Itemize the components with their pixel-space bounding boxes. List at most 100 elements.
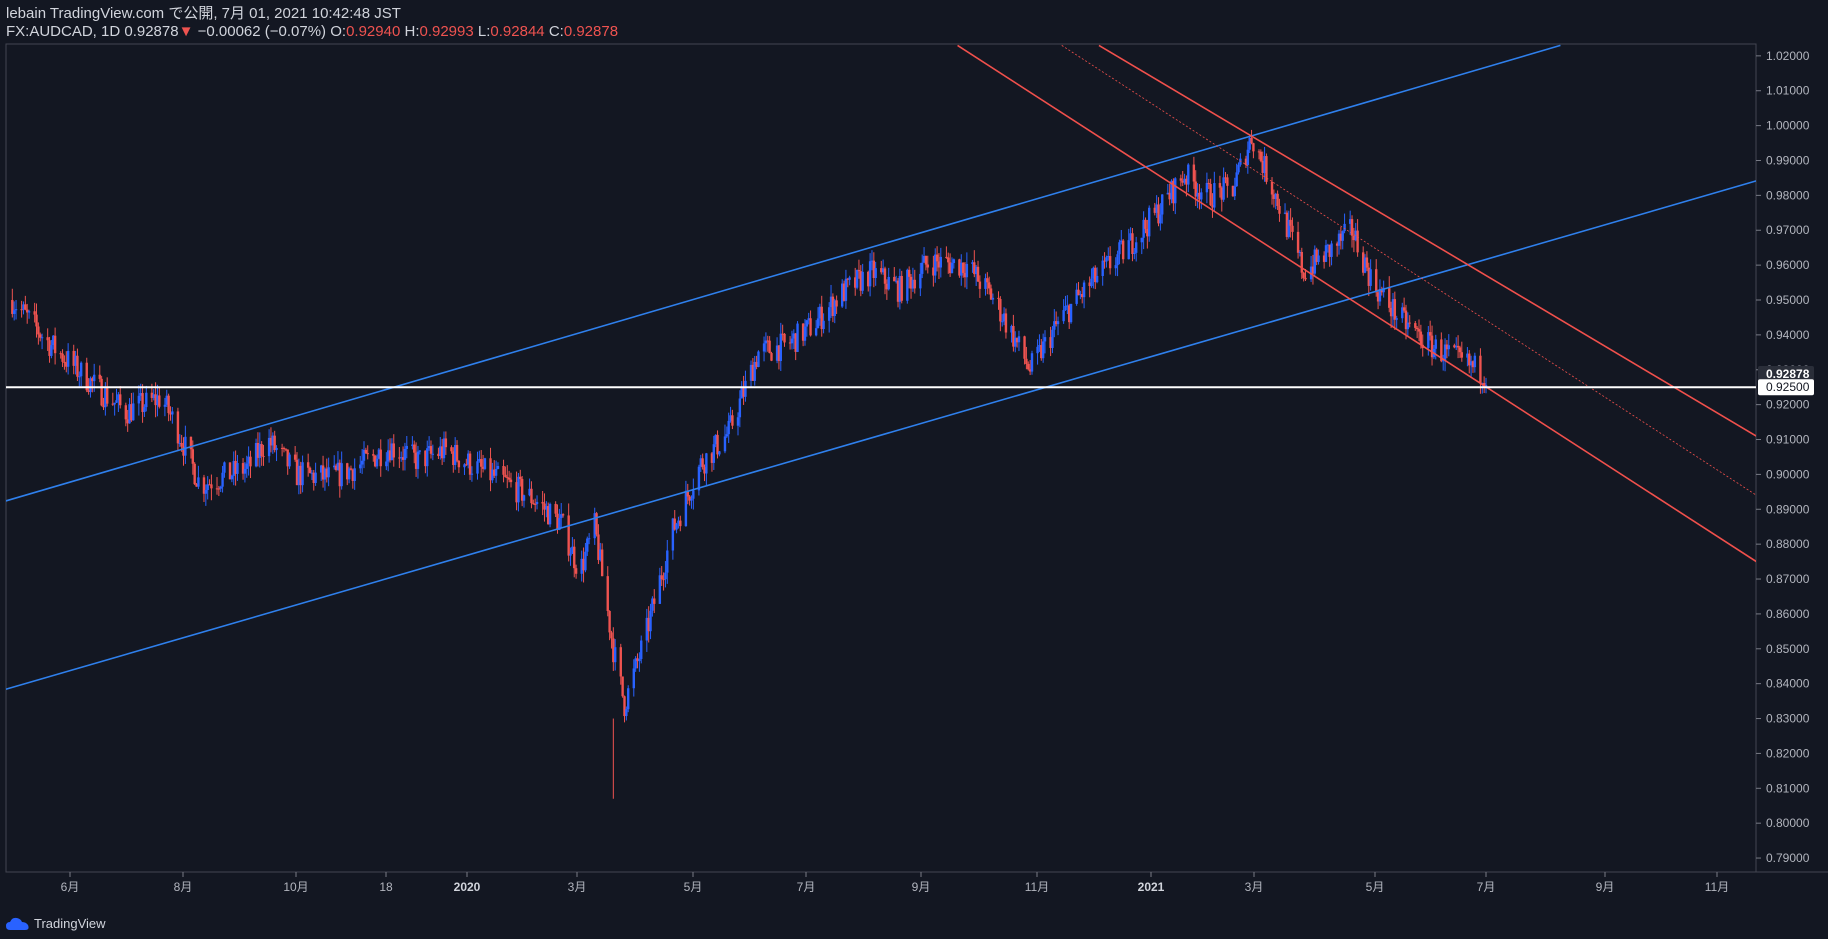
y-tick-label: 0.90000 — [1766, 467, 1810, 481]
candle-body — [308, 467, 312, 473]
candle-body — [926, 264, 929, 268]
candle-body — [61, 353, 64, 362]
candle-body — [1226, 177, 1229, 186]
candle-body — [716, 434, 719, 455]
candle-body — [48, 340, 51, 356]
candle-body — [991, 297, 995, 300]
candle-body — [1415, 327, 1419, 330]
candle-body — [351, 469, 355, 482]
candle-body — [558, 518, 561, 530]
candle-body — [325, 468, 328, 478]
candle-body — [117, 394, 120, 401]
candle-body — [567, 515, 570, 556]
candle-body — [822, 320, 825, 330]
candle-body — [535, 501, 539, 505]
candle-body — [874, 268, 877, 278]
candle-body — [582, 558, 585, 571]
candle-body — [385, 461, 388, 467]
candle-body — [191, 449, 195, 464]
candle-body — [775, 345, 779, 361]
candle-body — [1030, 353, 1034, 372]
candle-body — [327, 467, 330, 478]
candle-body — [1192, 164, 1196, 182]
candle-body — [1252, 143, 1255, 152]
candle-body — [1440, 339, 1443, 362]
price-change: −0.00062 (−0.07%) — [197, 23, 327, 40]
candle-body — [1479, 355, 1482, 384]
candle-body — [867, 271, 870, 287]
candle-body — [470, 473, 474, 475]
candle-body — [1233, 186, 1237, 197]
candle-body — [465, 464, 468, 466]
candle-body — [35, 314, 38, 327]
candle-body — [855, 269, 859, 288]
trendlines[interactable] — [1, 44, 1826, 691]
candle-body — [1081, 294, 1084, 298]
candle-body — [1010, 325, 1013, 333]
candle-body — [1328, 244, 1331, 257]
candle-body — [679, 520, 682, 527]
candle-body — [887, 276, 890, 290]
candle-body — [182, 446, 185, 456]
candle-body — [1382, 287, 1385, 293]
candle-body — [1466, 353, 1469, 358]
candle-body — [548, 503, 552, 525]
candle-body — [377, 449, 381, 459]
candle-body — [1153, 207, 1156, 213]
candle-body — [1402, 307, 1406, 311]
candle-body — [649, 610, 652, 632]
candle-body — [842, 283, 846, 301]
candle-body — [414, 452, 418, 469]
low-label: L: — [477, 23, 491, 40]
candle-body — [364, 449, 368, 454]
candle-body — [163, 404, 167, 407]
candle-body — [494, 468, 498, 476]
candle-body — [872, 260, 876, 278]
candle-body — [1365, 257, 1369, 268]
candle-body — [502, 465, 505, 475]
candle-body — [731, 415, 734, 426]
descending-channel-lower-line — [957, 44, 1756, 563]
candle-body — [424, 450, 427, 467]
candle-body — [63, 361, 66, 363]
x-tick-label: 5月 — [1366, 880, 1385, 894]
candle-body — [1014, 337, 1017, 347]
candle-body — [228, 462, 232, 480]
candle-body — [319, 465, 323, 473]
candle-body — [883, 268, 887, 284]
candle-body — [820, 306, 823, 330]
candle-body — [1239, 158, 1242, 165]
candle-body — [1075, 289, 1078, 304]
candle-body — [1140, 237, 1143, 243]
candle-body — [997, 297, 1000, 300]
candle-body — [545, 506, 548, 510]
candle-body — [833, 300, 836, 317]
candle-body — [519, 476, 522, 479]
candle-body — [1259, 151, 1263, 161]
candle-body — [744, 380, 747, 397]
candle-body — [919, 273, 922, 289]
candle-body — [215, 488, 219, 490]
candle-body — [1430, 335, 1434, 358]
symbol-label: FX:AUDCAD, 1D — [6, 23, 121, 40]
ascending-channel-lower-line — [6, 180, 1756, 691]
high-label: H: — [404, 23, 420, 40]
candle-body — [520, 478, 524, 501]
candle-body — [1274, 193, 1277, 199]
candle-body — [100, 378, 103, 406]
down-arrow-icon: ▼ — [178, 23, 194, 40]
candle-body — [844, 278, 848, 301]
candle-body — [1062, 310, 1065, 322]
candle-body — [1017, 336, 1021, 343]
candle-body — [1363, 257, 1367, 273]
candle-body — [1148, 207, 1151, 237]
candle-body — [403, 448, 407, 460]
tradingview-logo[interactable]: TradingView — [6, 916, 106, 931]
last-price-tag — [1758, 366, 1814, 383]
candle-body — [587, 538, 591, 540]
tradingview-cloud-icon — [6, 917, 29, 930]
candle-body — [976, 266, 980, 282]
candle-body — [288, 454, 291, 467]
